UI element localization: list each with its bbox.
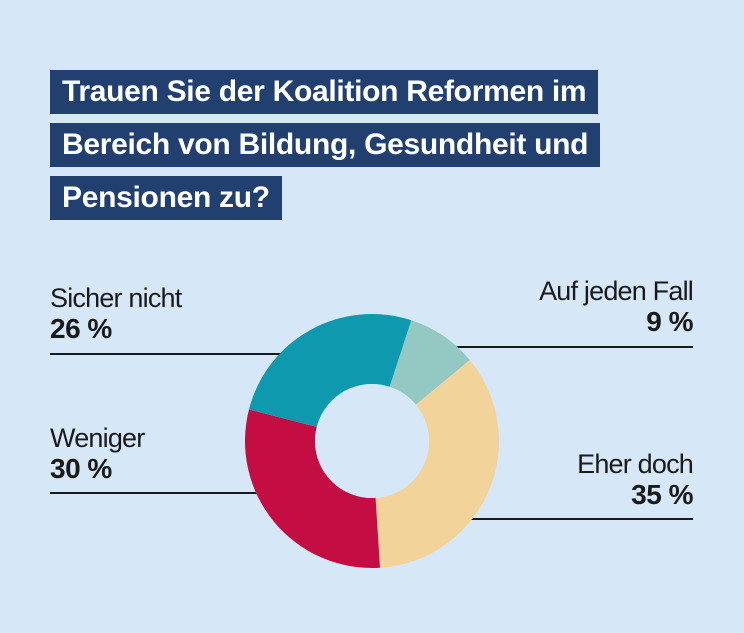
donut-slices [245, 314, 499, 568]
slice-weniger [245, 409, 380, 568]
label-value: 26 % [50, 312, 112, 344]
chart-title: Trauen Sie der Koalition Reformen im Ber… [50, 70, 601, 229]
label-value: 9 % [646, 305, 693, 337]
slice-eher-doch [375, 360, 499, 568]
title-line-3: Pensionen zu? [50, 176, 282, 220]
label-value: 35 % [631, 478, 693, 510]
label-name: Sicher nicht [50, 283, 182, 313]
label-weniger: Weniger 30 % [50, 423, 145, 484]
label-name: Auf jeden Fall [539, 276, 694, 306]
label-name: Eher doch [577, 449, 694, 479]
slice-sicher-nicht [248, 314, 412, 427]
label-value: 30 % [50, 452, 112, 484]
slice-auf-jeden-fall [389, 320, 470, 405]
label-name: Weniger [50, 423, 145, 453]
leader-lines [50, 346, 693, 520]
label-auf-jeden-fall: Auf jeden Fall 9 % [539, 276, 694, 337]
title-line-1: Trauen Sie der Koalition Reformen im [50, 70, 599, 114]
title-line-2: Bereich von Bildung, Gesundheit und [50, 123, 601, 167]
label-sicher-nicht: Sicher nicht 26 % [50, 283, 182, 344]
donut-hole [315, 384, 429, 498]
label-eher-doch: Eher doch 35 % [577, 449, 694, 510]
